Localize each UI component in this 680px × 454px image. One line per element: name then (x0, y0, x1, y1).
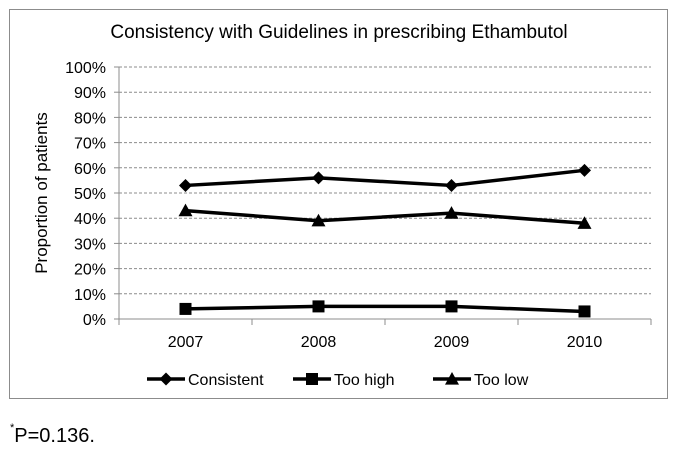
data-point-too-high (312, 300, 325, 313)
data-point-consistent (179, 178, 192, 192)
series-line-too-low (185, 208, 585, 225)
y-tick-label: 100% (65, 60, 106, 77)
legend-item-too-low: Too low (433, 372, 529, 389)
x-tick-label: 2010 (567, 334, 603, 351)
y-tick-label: 70% (74, 136, 106, 153)
series-too-low (178, 203, 592, 229)
footnote-marker: * (10, 422, 15, 434)
legend-item-consistent: Consistent (147, 372, 264, 389)
y-tick-label: 80% (74, 110, 106, 127)
y-tick-label: 50% (74, 186, 106, 203)
x-tick-label: 2008 (301, 334, 337, 351)
legend-marker-too-low (445, 372, 459, 385)
series-line-consistent (185, 168, 585, 188)
data-point-too-low (311, 213, 326, 227)
y-tick-label: 10% (74, 287, 106, 304)
data-point-too-low (577, 216, 592, 229)
y-tick-label: 60% (74, 161, 106, 178)
data-point-too-high (578, 305, 591, 318)
data-point-too-high (445, 300, 458, 313)
x-tick-label: 2009 (434, 334, 470, 351)
y-tick-label: 30% (74, 236, 106, 253)
legend-label-consistent: Consistent (188, 372, 264, 389)
data-point-too-low (444, 206, 459, 219)
data-point-consistent (445, 178, 458, 192)
footnote: *P=0.136. (10, 422, 95, 448)
axes (114, 66, 652, 325)
data-point-too-high (179, 302, 192, 315)
legend: Consistent Too high Too low (147, 372, 529, 389)
legend-item-too-high: Too high (293, 372, 395, 389)
legend-marker-consistent (159, 372, 173, 386)
y-tick-label: 20% (74, 262, 106, 279)
series-too-high (179, 300, 591, 318)
footnote-text: P=0.136. (14, 425, 95, 447)
y-axis-label: Proportion of patients (32, 112, 51, 274)
series-group (178, 163, 592, 318)
legend-label-too-low: Too low (474, 372, 529, 389)
series-consistent (179, 163, 591, 192)
y-tick-labels: 0% 10% 20% 30% 40% 50% 60% 70% 80% 90% 100% (65, 60, 106, 329)
data-point-consistent (578, 163, 591, 177)
legend-label-too-high: Too high (334, 372, 395, 389)
chart-title: Consistency with Guidelines in prescribi… (110, 22, 567, 43)
data-point-consistent (312, 171, 325, 185)
y-tick-label: 90% (74, 85, 106, 102)
x-tick-labels: 2007 2008 2009 2010 (168, 334, 603, 351)
series-line-too-high (185, 304, 585, 314)
x-tick-label: 2007 (168, 334, 204, 351)
y-tick-label: 0% (83, 312, 106, 329)
y-tick-label: 40% (74, 211, 106, 228)
data-point-too-low (178, 203, 193, 217)
legend-marker-too-high (306, 373, 318, 385)
